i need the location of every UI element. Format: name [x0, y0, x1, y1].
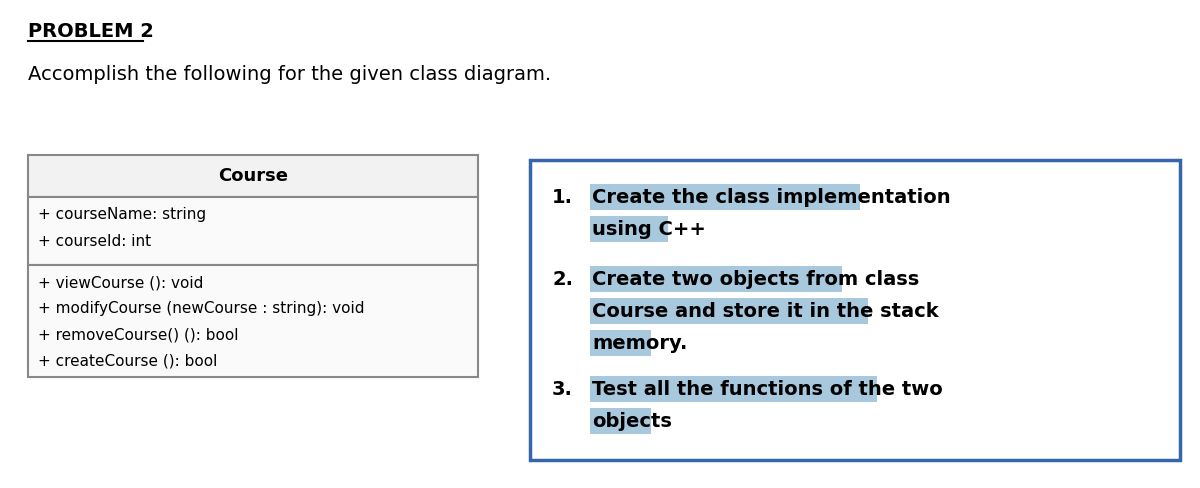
FancyBboxPatch shape — [590, 184, 859, 210]
Text: Test all the functions of the two: Test all the functions of the two — [592, 380, 943, 399]
Text: PROBLEM 2: PROBLEM 2 — [28, 22, 154, 41]
FancyBboxPatch shape — [590, 408, 650, 434]
Text: + courseId: int: + courseId: int — [38, 234, 151, 249]
FancyBboxPatch shape — [590, 216, 668, 242]
Text: + removeCourse() (): bool: + removeCourse() (): bool — [38, 327, 239, 342]
Text: Create two objects from class: Create two objects from class — [592, 270, 919, 289]
Text: + createCourse (): bool: + createCourse (): bool — [38, 353, 217, 368]
FancyBboxPatch shape — [590, 298, 869, 324]
Text: 2.: 2. — [552, 270, 574, 289]
Text: 1.: 1. — [552, 188, 574, 207]
Text: objects: objects — [592, 412, 672, 431]
FancyBboxPatch shape — [590, 330, 650, 356]
FancyBboxPatch shape — [590, 376, 877, 402]
Text: Course: Course — [218, 167, 288, 185]
Text: + modifyCourse (newCourse : string): void: + modifyCourse (newCourse : string): voi… — [38, 301, 365, 316]
FancyBboxPatch shape — [28, 197, 478, 265]
Text: + courseName: string: + courseName: string — [38, 207, 206, 222]
Text: 3.: 3. — [552, 380, 572, 399]
FancyBboxPatch shape — [28, 155, 478, 197]
Text: using C++: using C++ — [592, 220, 706, 239]
FancyBboxPatch shape — [28, 265, 478, 377]
Text: + viewCourse (): void: + viewCourse (): void — [38, 275, 203, 290]
FancyBboxPatch shape — [530, 160, 1180, 460]
FancyBboxPatch shape — [590, 266, 842, 292]
Text: memory.: memory. — [592, 334, 688, 353]
Text: Course and store it in the stack: Course and store it in the stack — [592, 302, 938, 321]
Text: Create the class implementation: Create the class implementation — [592, 188, 950, 207]
Text: Accomplish the following for the given class diagram.: Accomplish the following for the given c… — [28, 65, 551, 84]
